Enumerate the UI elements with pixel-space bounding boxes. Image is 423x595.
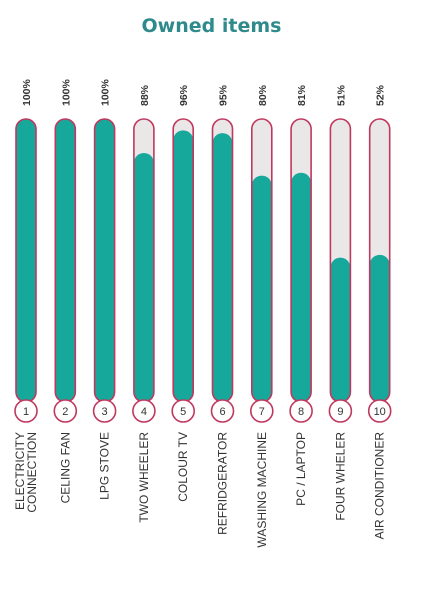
category-label: WASHING MACHINE [255,432,269,548]
bar-index-circle [289,399,313,423]
bar-index-label: 7 [259,406,265,418]
bar-index-circle [367,399,392,423]
value-label: 100% [100,78,112,106]
value-label: 100% [21,78,33,106]
category-label: LPG STOVE [98,432,112,500]
value-label: 80% [257,84,269,106]
category-label: CELING FAN [58,432,72,503]
bar-index-label: 1 [23,406,29,418]
category-label: COLOUR TV [176,432,190,502]
bar-index-circle [171,399,195,423]
value-label: 95% [218,84,230,106]
bar-index-circle [132,399,156,423]
bar-fill [133,152,154,402]
bar-fill [291,172,312,402]
category-label: CONNECTION [25,432,39,513]
category-label: TWO WHEELER [137,432,151,523]
bar-index-label: 5 [180,406,186,418]
value-label: 52% [375,84,387,106]
bar-index-circle [14,399,38,423]
bar-index-label: 8 [298,406,304,418]
bar-fill [94,119,115,402]
value-label: 51% [335,84,347,106]
bar-index-label: 6 [219,406,225,418]
category-label: AIR CONDITIONER [373,432,387,540]
bar-fill [330,257,351,402]
bar-index-circle [210,399,235,423]
bar-fill [173,130,194,402]
bar-index-circle [328,399,353,423]
bar-index-label: 2 [62,406,68,418]
bar-index-circle [92,399,117,423]
bar-fill [369,254,390,402]
bar-index-circle [249,399,274,423]
bar-index-label: 4 [141,406,147,418]
value-label: 81% [296,84,308,106]
bar-index-label: 9 [337,406,343,418]
bar-index-circle [53,399,78,423]
value-label: 100% [60,78,72,106]
bar-fill [55,119,76,402]
category-label: FOUR WHELER [333,432,347,521]
category-label: PC / LAPTOP [294,432,308,506]
bar-index-label: 3 [102,406,108,418]
value-label: 88% [139,84,151,106]
bar-fill [212,133,233,402]
bar-fill [251,175,272,402]
bar-index-label: 10 [374,406,386,418]
value-label: 96% [178,84,190,106]
category-label: REFRIDGERATOR [216,432,230,535]
category-label: ELECTRICITY [13,432,27,510]
bar-fill [16,119,36,402]
chart-title: Owned items [141,15,282,37]
